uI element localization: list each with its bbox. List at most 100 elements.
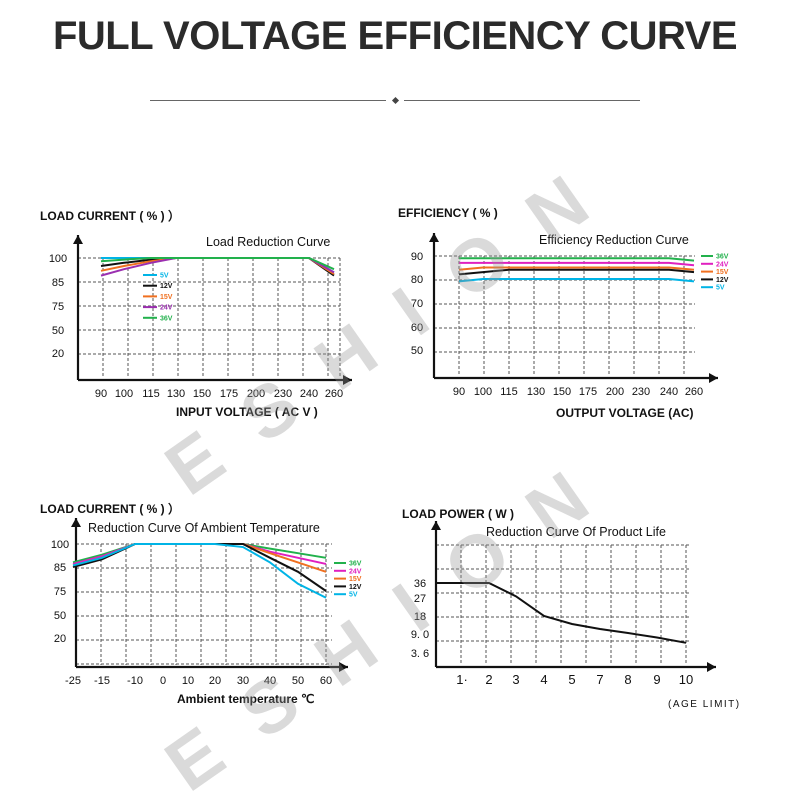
chart4-y-tick-label: 36 xyxy=(414,578,426,590)
chart3-legend-label: 15V xyxy=(349,576,362,583)
chart2-series-line-12v xyxy=(458,268,695,276)
chart3-y-tick-label: 50 xyxy=(54,610,66,622)
chart3-x-tick-label: -25 xyxy=(65,675,81,687)
title-divider-right xyxy=(404,100,640,101)
chart4-y-axis-label: LOAD POWER ( W ) xyxy=(402,507,514,521)
chart1-series-line-36v xyxy=(100,257,335,271)
chart4-x-axis-arrow xyxy=(707,662,716,672)
chart2-x-axis-arrow xyxy=(709,373,718,383)
chart4-x-tick-label: 10 xyxy=(679,672,693,687)
chart3-y-tick-label: 100 xyxy=(51,539,69,551)
chart2-x-tick-label: 100 xyxy=(474,386,492,398)
chart1-x-tick-label: 175 xyxy=(220,388,238,400)
chart2-x-tick-label: 130 xyxy=(527,386,545,398)
chart2-x-tick-label: 150 xyxy=(553,386,571,398)
chart2-x-tick-label: 230 xyxy=(632,386,650,398)
chart4-y-axis-arrow xyxy=(431,521,441,530)
chart2-legend-label: 5V xyxy=(716,285,725,292)
chart4-y-tick-label: 18 xyxy=(414,611,426,623)
chart4-x-tick-label: 8 xyxy=(624,672,631,687)
chart2-y-tick-label: 70 xyxy=(411,298,423,310)
chart4-y-tick-label: 9. 0 xyxy=(411,629,429,641)
chart1-y-tick-label: 85 xyxy=(52,277,64,289)
chart2-x-tick-label: 115 xyxy=(500,386,518,398)
chart2-x-axis-label: OUTPUT VOLTAGE (AC) xyxy=(556,406,694,420)
chart2-y-axis-label: EFFICIENCY ( % ) xyxy=(398,206,498,220)
chart4-x-tick-label: 3 xyxy=(512,672,519,687)
chart3-y-tick-label: 85 xyxy=(54,562,66,574)
chart3-series-line-5v xyxy=(72,543,327,599)
chart4-y-tick-label: 27 xyxy=(414,593,426,605)
chart1-x-tick-label: 150 xyxy=(193,388,211,400)
chart4-y-tick-label: 3. 6 xyxy=(411,648,429,660)
page-title: FULL VOLTAGE EFFICIENCY CURVE xyxy=(52,14,738,58)
chart3-x-tick-label: 10 xyxy=(182,675,194,687)
chart4-x-tick-label: 5 xyxy=(568,672,575,687)
chart3-x-tick-label: 30 xyxy=(237,675,249,687)
chart2-legend-label: 24V xyxy=(716,261,729,268)
chart3-x-tick-label: -10 xyxy=(127,675,143,687)
chart2-x-tick-label: 200 xyxy=(606,386,624,398)
chart1-x-axis-arrow xyxy=(343,375,352,385)
chart4-title: Reduction Curve Of Product Life xyxy=(486,525,666,539)
chart2-y-tick-label: 60 xyxy=(411,322,423,334)
chart1-y-tick-label: 75 xyxy=(52,301,64,313)
chart2-x-tick-label: 260 xyxy=(685,386,703,398)
chart2-y-tick-label: 80 xyxy=(411,274,423,286)
chart2-legend-label: 36V xyxy=(716,254,729,261)
chart4-x-axis-label: (AGE LIMIT) xyxy=(668,699,741,710)
chart2-series-line-15v xyxy=(458,266,695,271)
chart1-y-axis-arrow xyxy=(73,235,83,244)
chart3-y-axis-arrow xyxy=(71,518,81,527)
chart1-title: Load Reduction Curve xyxy=(206,235,330,249)
chart1-y-axis-label: LOAD CURRENT ( % ) ） xyxy=(40,208,180,223)
chart2-x-tick-label: 175 xyxy=(579,386,597,398)
chart3-legend-label: 24V xyxy=(349,568,362,575)
chart3-x-tick-label: -15 xyxy=(94,675,110,687)
chart1-y-tick-label: 100 xyxy=(49,253,67,265)
chart4-series-line-power xyxy=(436,582,687,644)
chart1-x-tick-label: 90 xyxy=(95,388,107,400)
chart4-x-tick-label: 4 xyxy=(540,672,547,687)
chart3-x-tick-label: 60 xyxy=(320,675,332,687)
chart3-y-tick-label: 20 xyxy=(54,633,66,645)
chart2-x-tick-label: 240 xyxy=(660,386,678,398)
chart3-legend-label: 12V xyxy=(349,584,362,591)
chart2-y-tick-label: 90 xyxy=(411,251,423,263)
chart1-x-tick-label: 200 xyxy=(247,388,265,400)
chart2-y-axis-arrow xyxy=(429,233,439,242)
chart3-legend-label: 5V xyxy=(349,592,358,599)
chart3-x-tick-label: 50 xyxy=(292,675,304,687)
chart3-x-tick-label: 0 xyxy=(160,675,166,687)
chart1-y-tick-label: 20 xyxy=(52,348,64,360)
chart1-x-tick-label: 240 xyxy=(300,388,318,400)
chart1-x-axis-label: INPUT VOLTAGE ( AC V ) xyxy=(176,405,318,419)
chart1-legend-label: 12V xyxy=(160,283,173,290)
chart3-x-tick-label: 40 xyxy=(264,675,276,687)
chart1-legend-label: 5V xyxy=(160,273,169,280)
chart4-x-tick-label: 2 xyxy=(485,672,492,687)
chart1-x-tick-label: 260 xyxy=(325,388,343,400)
chart2-x-tick-label: 90 xyxy=(453,386,465,398)
chart1-x-tick-label: 115 xyxy=(142,388,160,400)
chart1-x-tick-label: 230 xyxy=(274,388,292,400)
chart2-series-line-36v xyxy=(459,257,695,262)
chart1-legend-label: 15V xyxy=(160,294,173,301)
chart1-legend-label: 24V xyxy=(160,305,173,312)
title-divider-left xyxy=(150,100,386,101)
chart2-series-line-24v xyxy=(459,261,695,267)
chart2-series-line-5v xyxy=(458,278,695,283)
chart3-y-axis-label: LOAD CURRENT ( % ) ） xyxy=(40,501,180,516)
chart3-x-tick-label: 20 xyxy=(209,675,221,687)
chart1-y-tick-label: 50 xyxy=(52,325,64,337)
chart4-x-tick-label: 9 xyxy=(653,672,660,687)
chart1-x-tick-label: 130 xyxy=(167,388,185,400)
chart1-x-tick-label: 100 xyxy=(115,388,133,400)
chart2-legend-label: 12V xyxy=(716,277,729,284)
chart1-series-line-5v xyxy=(101,257,335,274)
chart3-x-axis-label: Ambient temperature ℃ xyxy=(177,692,315,706)
chart3-y-tick-label: 75 xyxy=(54,586,66,598)
chart2-legend-label: 15V xyxy=(716,269,729,276)
chart2-y-tick-label: 50 xyxy=(411,345,423,357)
chart3-x-axis-arrow xyxy=(339,662,348,672)
